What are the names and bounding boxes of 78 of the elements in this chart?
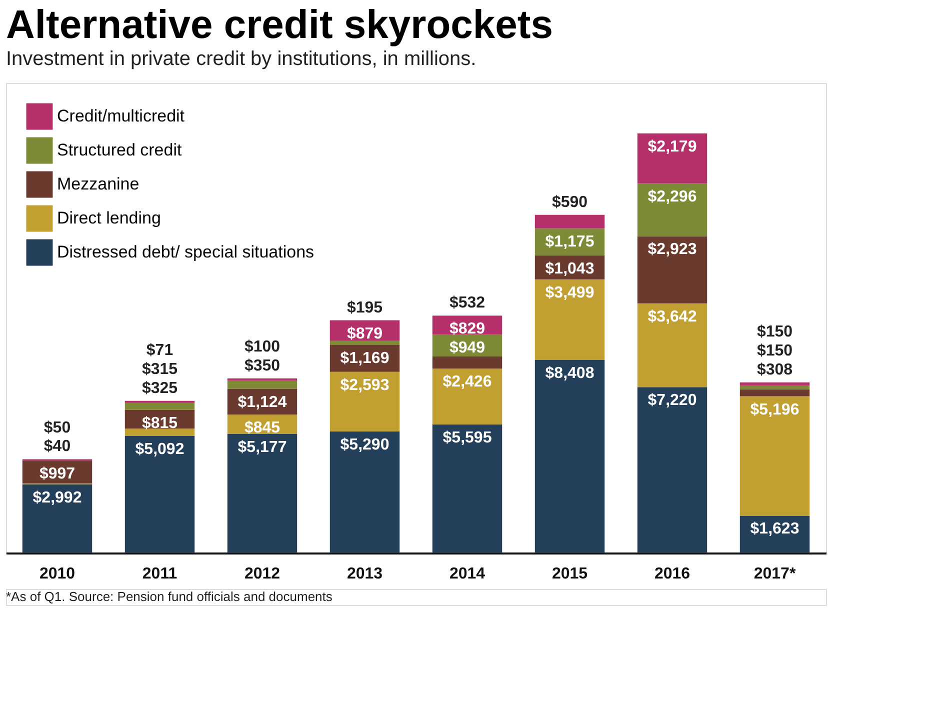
bar bbox=[330, 372, 400, 432]
bar bbox=[637, 133, 708, 184]
legend-label: Direct lending bbox=[57, 208, 161, 228]
data-label: $5,290 bbox=[340, 436, 390, 454]
data-label: $829 bbox=[449, 320, 486, 338]
bar bbox=[534, 360, 605, 553]
data-label: $150 bbox=[756, 324, 793, 341]
bar bbox=[740, 382, 810, 386]
data-label: $40 bbox=[44, 438, 71, 456]
bar bbox=[227, 380, 298, 389]
x-tick-label: 2010 bbox=[39, 566, 76, 582]
data-label: $71 bbox=[146, 342, 174, 360]
data-label: $1,175 bbox=[545, 233, 594, 250]
data-label: $7,220 bbox=[648, 392, 697, 410]
x-tick-label: 2013 bbox=[346, 566, 383, 582]
bar bbox=[124, 402, 195, 410]
data-label: $3,642 bbox=[648, 308, 697, 326]
bar bbox=[227, 434, 298, 553]
data-label: $325 bbox=[142, 380, 178, 397]
legend-label: Distressed debt/ special situations bbox=[57, 242, 314, 262]
x-tick-label: 2014 bbox=[449, 566, 486, 582]
data-label: $2,992 bbox=[32, 489, 82, 506]
data-label: $1,623 bbox=[750, 520, 800, 538]
text: *As of Q1. Source: Pension fund officials and documents bbox=[6, 589, 333, 604]
data-label: $5,177 bbox=[238, 439, 287, 456]
data-label: $949 bbox=[449, 340, 486, 357]
data-label: $50 bbox=[44, 419, 71, 436]
data-label: $350 bbox=[244, 357, 280, 374]
bar bbox=[432, 368, 502, 424]
data-label: $5,196 bbox=[750, 401, 800, 418]
data-label: $845 bbox=[244, 420, 280, 437]
legend-label: Structured credit bbox=[57, 140, 182, 160]
data-label: $1,124 bbox=[238, 394, 287, 411]
data-label: $2,296 bbox=[648, 188, 697, 206]
data-label: $315 bbox=[142, 360, 178, 378]
data-label: $1,043 bbox=[545, 260, 594, 278]
data-label: $150 bbox=[756, 342, 793, 360]
legend-label: Mezzanine bbox=[57, 174, 140, 194]
data-label: $2,179 bbox=[648, 138, 697, 156]
data-label: $3,499 bbox=[545, 284, 594, 302]
chart-title: Alternative credit skyrockets bbox=[6, 3, 553, 47]
bar bbox=[740, 389, 810, 396]
data-label: $590 bbox=[552, 194, 588, 211]
x-tick-label: 2015 bbox=[552, 566, 588, 582]
data-label: $100 bbox=[244, 338, 280, 356]
bar bbox=[637, 183, 708, 236]
data-label: $308 bbox=[756, 361, 793, 378]
bar bbox=[534, 214, 605, 228]
data-label: $532 bbox=[449, 294, 486, 312]
data-label: $5,092 bbox=[135, 441, 184, 458]
bar bbox=[534, 279, 605, 360]
bar bbox=[330, 431, 400, 553]
bar bbox=[637, 387, 708, 553]
x-tick-label: 2011 bbox=[142, 566, 178, 582]
data-label: $997 bbox=[39, 465, 76, 482]
bar bbox=[330, 340, 400, 345]
chart-subtitle: Investment in private credit by institutions, in millions. bbox=[6, 48, 476, 70]
x-tick-label: 2012 bbox=[244, 566, 280, 582]
data-label: $2,426 bbox=[442, 374, 492, 391]
data-label: $815 bbox=[142, 414, 178, 432]
data-label: $2,923 bbox=[648, 241, 697, 258]
data-label: $8,408 bbox=[545, 364, 594, 382]
bar bbox=[637, 303, 708, 388]
bar bbox=[740, 396, 810, 516]
data-label: $1,169 bbox=[340, 350, 390, 368]
legend-label: Credit/multicredit bbox=[57, 106, 185, 126]
data-label: $5,595 bbox=[442, 429, 492, 446]
data-label: $879 bbox=[346, 325, 383, 342]
data-label: $195 bbox=[346, 299, 383, 316]
bar bbox=[637, 236, 708, 304]
x-tick-label: 2016 bbox=[654, 566, 690, 582]
bar bbox=[432, 356, 502, 369]
bar bbox=[124, 428, 195, 436]
x-tick-label: 2017* bbox=[754, 566, 796, 582]
bar bbox=[22, 484, 92, 553]
data-label: $2,593 bbox=[340, 376, 390, 394]
bar bbox=[124, 436, 195, 553]
bar bbox=[432, 424, 502, 553]
